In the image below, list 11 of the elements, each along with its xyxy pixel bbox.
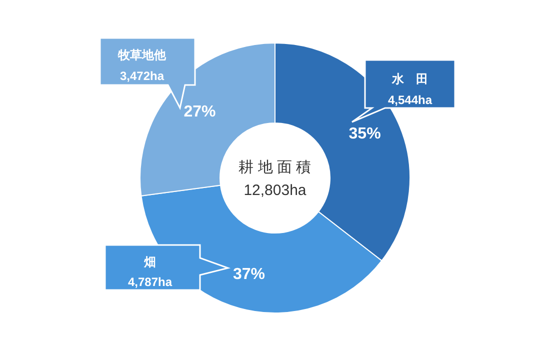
text: 27% xyxy=(184,104,216,121)
text: 37% xyxy=(232,266,266,284)
text: 耕 地 面 積 xyxy=(238,159,312,176)
slice-label: 牧草地他 xyxy=(117,48,167,62)
slice-label: 畑 xyxy=(143,255,156,269)
slice-label: 水 田 xyxy=(391,72,428,86)
data-label: 4,787ha xyxy=(128,275,172,289)
data-label: 4,544ha xyxy=(388,93,432,107)
text: 12,803ha xyxy=(244,182,307,199)
data-label: 3,472ha xyxy=(120,69,164,83)
text: 35% xyxy=(348,125,381,142)
